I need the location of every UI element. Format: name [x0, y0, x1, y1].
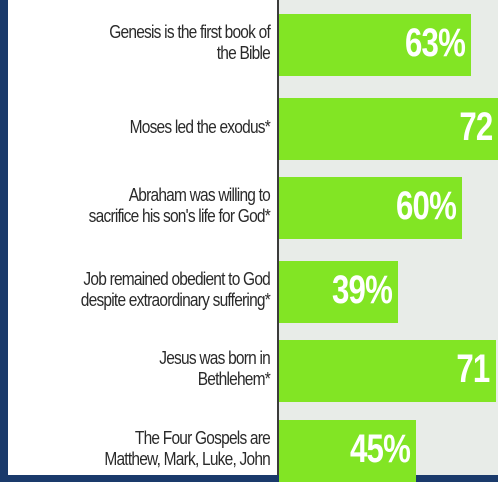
category-label-line: despite extraordinary suffering* [80, 290, 271, 310]
category-label-line: sacrifice his son's life for God* [88, 206, 271, 226]
category-label: Job remained obedient to God despite extr… [36, 269, 271, 311]
bar-value-label: 60% [395, 184, 457, 228]
label-panel [0, 0, 278, 475]
bar-value-label: 39% [331, 268, 393, 312]
bar [279, 14, 472, 76]
category-label-line: Abraham was willing to [128, 185, 271, 205]
category-label-line: Bethlehem* [197, 369, 271, 389]
bar-value-label: 72 [458, 105, 493, 149]
category-label-line: Genesis is the first book of [109, 22, 271, 42]
category-label: Jesus was born in Bethlehem* [36, 348, 271, 390]
bar [279, 420, 417, 482]
bar [279, 177, 462, 239]
category-label-line: Matthew, Mark, Luke, John [104, 449, 270, 469]
category-label-line: Job remained obedient to God [83, 269, 270, 289]
bar-value-label: 71 [456, 347, 490, 391]
bar [279, 340, 496, 402]
bar [279, 98, 498, 160]
bar-value-label: 45% [350, 427, 411, 471]
category-label: Moses led the exodus* [36, 116, 271, 138]
category-label-line: the Bible [216, 43, 271, 63]
category-label-line: Jesus was born in [159, 348, 271, 368]
axis-line [277, 0, 279, 475]
category-label: Abraham was willing to sacrifice his son'… [36, 185, 271, 227]
bar-value-label: 63% [405, 21, 466, 65]
category-label-line: Moses led the exodus* [129, 116, 271, 137]
left-frame [0, 0, 8, 475]
bar [279, 261, 398, 323]
category-label: The Four Gospels are Matthew, Mark, Luke,… [36, 428, 270, 470]
category-label: Genesis is the first book of the Bible [36, 22, 271, 64]
category-label-line: The Four Gospels are [134, 428, 271, 448]
